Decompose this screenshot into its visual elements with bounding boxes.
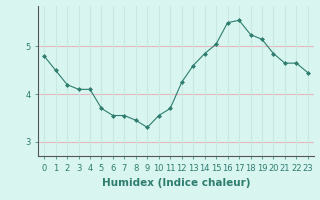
X-axis label: Humidex (Indice chaleur): Humidex (Indice chaleur) <box>102 178 250 188</box>
